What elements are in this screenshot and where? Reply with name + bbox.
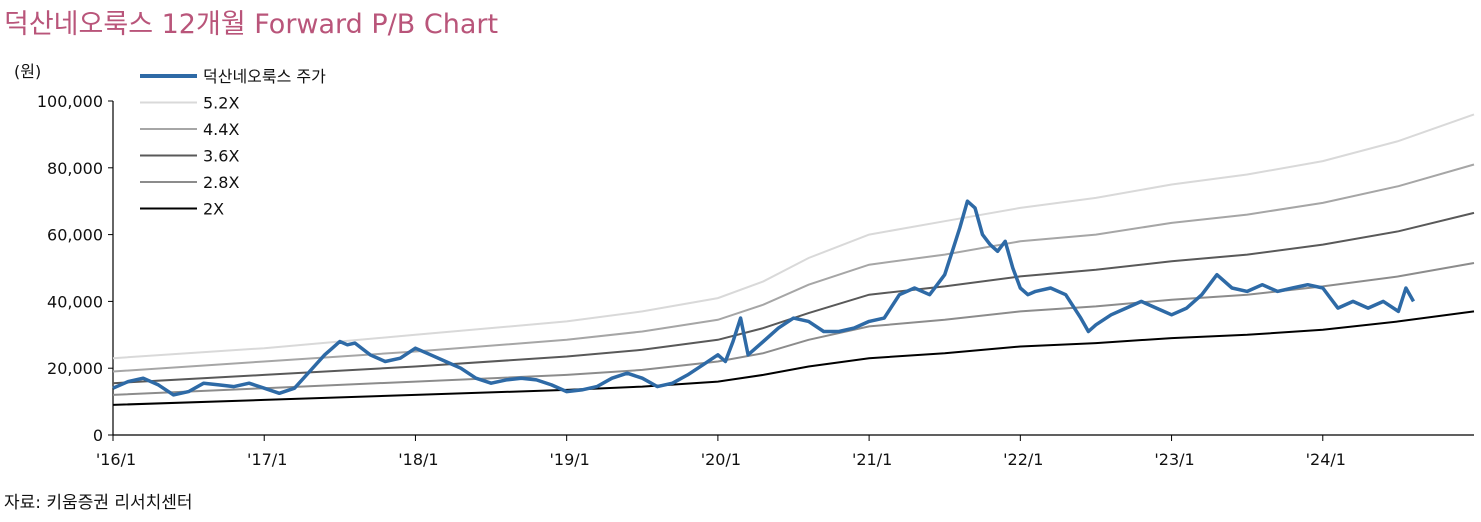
series-line-2.8x [112, 262, 1475, 396]
x-tick-label: '22/1 [1003, 450, 1043, 469]
legend-label: 3.6X [203, 147, 239, 166]
series-line-5.2x [112, 113, 1475, 360]
legend-label: 4.4X [203, 120, 239, 139]
legend-label: 5.2X [203, 94, 239, 113]
y-tick-label: 20,000 [47, 359, 103, 378]
price-line-group [112, 199, 1416, 397]
legend-label: 2.8X [203, 173, 239, 192]
x-tick-label: '23/1 [1154, 450, 1194, 469]
legend-label: 덕산네오룩스 주가 [203, 67, 326, 86]
chart-title: 덕산네오룩스 12개월 Forward P/B Chart [4, 9, 499, 40]
series-line-3.6x [112, 211, 1475, 385]
x-tick-label: '19/1 [550, 450, 590, 469]
y-tick-label: 80,000 [47, 159, 103, 178]
y-tick-label: 60,000 [47, 226, 103, 245]
series-line-price [112, 199, 1416, 397]
pb-band-lines [112, 113, 1475, 406]
source-note: 자료: 키움증권 리서치센터 [4, 493, 193, 513]
series-line-4.4x [112, 163, 1475, 373]
y-axis-unit-label: (원) [14, 62, 41, 81]
y-tick-label: 0 [93, 426, 103, 445]
x-tick-label: '21/1 [852, 450, 892, 469]
x-tick-label: '20/1 [701, 450, 741, 469]
x-tick-label: '18/1 [398, 450, 438, 469]
x-tick-label: '24/1 [1306, 450, 1346, 469]
legend: 덕산네오룩스 주가 5.2X 4.4X 3.6X 2.8X 2X [140, 67, 326, 219]
series-line-2x [112, 310, 1475, 406]
legend-label: 2X [203, 200, 224, 219]
x-tick-label: '17/1 [247, 450, 287, 469]
chart-axes: (원) 0 20,000 40,000 60,000 80,000 100,000 '16/1… [14, 62, 1474, 469]
y-tick-label: 40,000 [47, 292, 103, 311]
x-tick-label: '16/1 [96, 450, 136, 469]
y-tick-label: 100,000 [37, 92, 103, 111]
